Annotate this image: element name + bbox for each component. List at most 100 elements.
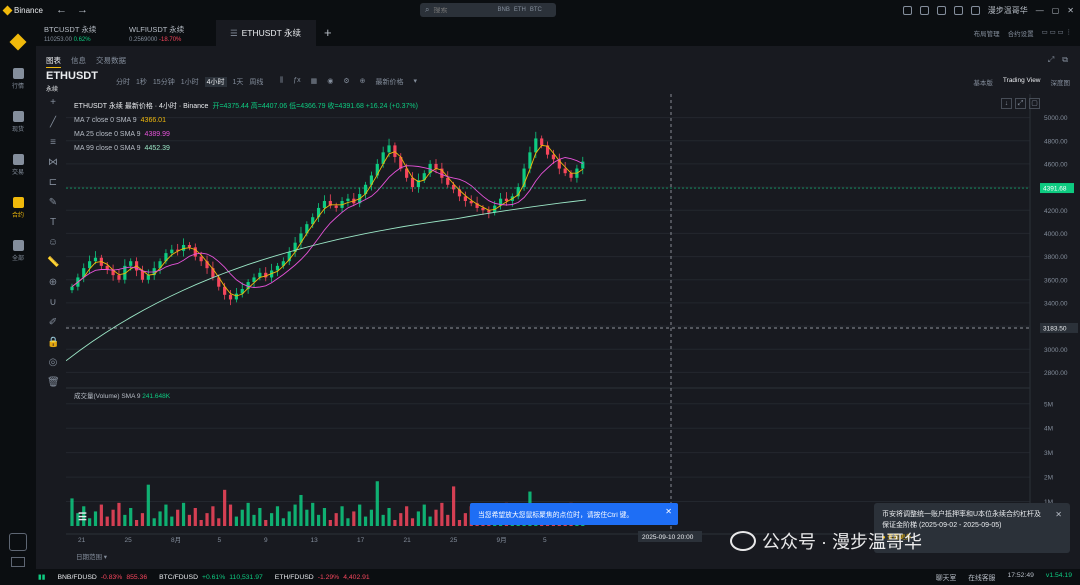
expand-chart-icon[interactable]: ⤢ xyxy=(1015,98,1026,109)
tab-btcusdt[interactable]: BTCUSDT 永续 110253.00 0.62% xyxy=(36,20,121,46)
notice-close-icon[interactable]: ✕ xyxy=(1055,510,1062,519)
back-arrow-icon[interactable]: ← xyxy=(56,4,67,16)
candle-body xyxy=(381,152,385,164)
bell-icon[interactable] xyxy=(936,5,946,15)
view-basic[interactable]: 基本版 xyxy=(973,80,993,87)
symbol-name[interactable]: ETHUSDT xyxy=(46,70,98,82)
add-icon[interactable]: ⊕ xyxy=(359,78,366,85)
pattern-icon[interactable]: ⋈ xyxy=(48,157,58,168)
candle-body xyxy=(123,265,127,280)
layout-icon[interactable] xyxy=(902,5,912,15)
interval-option-active[interactable]: 4小时 xyxy=(204,77,227,87)
trend-line-icon[interactable]: ╱ xyxy=(49,117,57,128)
measure-icon[interactable]: ⊏ xyxy=(48,177,58,188)
wallet-icon[interactable] xyxy=(953,5,963,15)
pencil-lock-icon[interactable]: ✐ xyxy=(48,317,58,328)
window-layout-icon[interactable]: ▭ ▭ ▭ ⋮ xyxy=(1041,29,1072,36)
price-chart[interactable]: 2800.003000.003200.003400.003600.003800.… xyxy=(66,94,1080,550)
crosshair-icon[interactable]: + xyxy=(50,97,56,108)
zoom-icon[interactable]: ⊕ xyxy=(48,277,58,288)
tab-trading-data[interactable]: 交易数据 xyxy=(96,56,126,65)
interval-option[interactable]: 1小时 xyxy=(180,79,199,86)
notice-more-link[interactable]: ● 查看更多 xyxy=(882,535,912,541)
latest-price-dropdown[interactable]: 最新价格 xyxy=(375,79,404,86)
add-tab-button[interactable]: + xyxy=(324,25,332,40)
search-chip-bnb[interactable]: BNB xyxy=(497,7,510,13)
eye-icon[interactable]: ◎ xyxy=(48,357,58,368)
interval-option[interactable]: 分时 xyxy=(116,79,130,86)
announcement-popup[interactable]: 币安将调整统一账户抵押率和U本位永续合约杠杆及保证金阶梯 (2025-09-02… xyxy=(874,503,1070,553)
search-input[interactable] xyxy=(433,6,494,14)
volume-bar xyxy=(170,516,174,526)
sidebar-item-all[interactable]: 全部 xyxy=(0,240,36,283)
tab-wlfiusdt[interactable]: WLFIUSDT 永续 0.2569000 -18.70% xyxy=(121,20,206,46)
download-icon[interactable] xyxy=(919,5,929,15)
lock-icon[interactable]: 🔒 xyxy=(47,337,60,348)
x-tick-label: 9月 xyxy=(497,536,507,544)
ticker-pair: ETH/FDUSD xyxy=(274,573,314,581)
search-chip-eth[interactable]: ETH xyxy=(513,7,526,13)
popout-icon[interactable]: ⧉ xyxy=(1062,55,1068,64)
search-icon: ⌕ xyxy=(425,5,430,14)
scroll-down-icon[interactable]: ↓ xyxy=(1001,98,1012,109)
volume-bar xyxy=(299,494,303,526)
expand-icon[interactable]: ⤢ xyxy=(1047,55,1055,64)
futures-icon xyxy=(12,197,24,208)
horizontal-lines-icon[interactable]: ≡ xyxy=(50,137,56,148)
emoji-icon[interactable]: ☺ xyxy=(47,237,59,248)
tab-info[interactable]: 信息 xyxy=(71,56,86,65)
ticker-item[interactable]: BNB/FDUSD -0.83% 855.36 xyxy=(57,574,147,581)
sidebar-item-spot[interactable]: 现货 xyxy=(0,111,36,154)
interval-option[interactable]: 1秒 xyxy=(136,79,147,86)
close-icon[interactable]: ✕ xyxy=(1067,5,1074,15)
volume-bar xyxy=(252,514,256,526)
layout-manage-button[interactable]: 布局管理 xyxy=(973,31,1000,38)
toast-close-icon[interactable]: ✕ xyxy=(665,507,672,516)
interval-option[interactable]: 周线 xyxy=(249,79,264,86)
search-box[interactable]: ⌕ BNB ETH BTC xyxy=(420,3,556,17)
online-service-link[interactable]: 在线客服 xyxy=(968,575,996,582)
volume-bar xyxy=(358,504,362,526)
settings-icon[interactable] xyxy=(970,5,980,15)
date-range-button[interactable]: 日期范围 ▾ xyxy=(76,554,108,561)
sidebar-item-futures[interactable]: 合约 xyxy=(0,197,36,240)
sidebar-item-trade[interactable]: 交易 xyxy=(0,154,36,197)
search-chip-btc[interactable]: BTC xyxy=(529,7,542,13)
brush-icon[interactable]: ✎ xyxy=(48,197,58,208)
tab-ethusdt[interactable]: ☰ ETHUSDT 永续 xyxy=(216,20,316,46)
volume-bar xyxy=(193,508,197,526)
x-tick-label: 17 xyxy=(357,537,365,544)
volume-bar xyxy=(176,509,180,526)
chat-room-link[interactable]: 聊天室 xyxy=(935,575,957,582)
ticker-item[interactable]: BTC/FDUSD +0.61% 110,531.97 xyxy=(159,574,263,581)
camera-icon[interactable]: ◉ xyxy=(327,78,334,85)
indicator-icon[interactable]: ƒx xyxy=(293,77,301,84)
hint-toast: 当您希望放大您鼠标聚焦的点位时，请按住Ctrl 键。 ✕ xyxy=(470,503,678,525)
text-icon[interactable]: T xyxy=(49,217,57,228)
maximize-icon[interactable]: ▢ xyxy=(1051,5,1060,15)
user-name[interactable]: 漫步温哥华 xyxy=(987,5,1028,15)
ticker-item[interactable]: ETH/FDUSD -1.29% 4,402.91 xyxy=(275,574,370,581)
ruler-icon[interactable]: 📏 xyxy=(47,257,60,268)
trash-icon[interactable]: 🗑 xyxy=(47,377,60,388)
minimize-icon[interactable]: — xyxy=(1035,5,1044,15)
template-icon[interactable]: ▦ xyxy=(310,78,318,85)
candle-type-icon[interactable]: ⫼ xyxy=(280,77,284,84)
interval-option[interactable]: 1天 xyxy=(232,79,244,86)
layers-icon[interactable] xyxy=(11,557,25,567)
contract-settings-button[interactable]: 合约设置 xyxy=(1007,31,1034,38)
settings-icon[interactable]: ⚙ xyxy=(343,78,350,85)
forward-arrow-icon[interactable]: → xyxy=(77,4,88,16)
fullscreen-icon[interactable]: ▢ xyxy=(1029,98,1040,109)
refresh-icon[interactable] xyxy=(9,533,27,551)
candle-body xyxy=(334,205,338,208)
magnet-icon[interactable]: ∪ xyxy=(49,297,57,308)
sidebar-item-markets[interactable]: 行情 xyxy=(0,68,36,111)
volume-bar xyxy=(264,520,268,526)
chevron-down-icon[interactable]: ▾ xyxy=(413,78,418,85)
view-tradingview[interactable]: Trading View xyxy=(1002,77,1041,84)
view-depth[interactable]: 深度图 xyxy=(1050,80,1071,87)
interval-option[interactable]: 15分钟 xyxy=(152,79,175,86)
tab-chart[interactable]: 图表 xyxy=(46,55,61,68)
chart-area[interactable]: 2800.003000.003200.003400.003600.003800.… xyxy=(66,94,1080,561)
